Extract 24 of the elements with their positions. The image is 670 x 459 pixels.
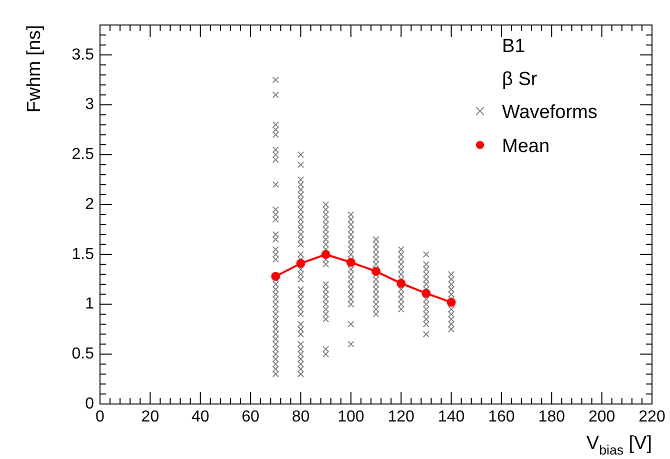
y-tick-label: 3 — [85, 96, 94, 114]
x-tick-label: 140 — [438, 408, 465, 426]
y-tick-label: 1 — [85, 296, 94, 313]
x-tick-label: 160 — [488, 408, 515, 426]
x-tick-label: 220 — [638, 408, 666, 426]
y-tick-label: 2 — [85, 196, 94, 213]
y-tick-label: 3.5 — [72, 46, 94, 64]
x-tick-label: 200 — [588, 408, 616, 426]
x-tick-label: 180 — [538, 408, 566, 426]
legend-label: Waveforms — [502, 102, 598, 123]
y-axis-title: Fwhm [ns] — [24, 25, 45, 113]
y-tick-label: 2.5 — [72, 146, 94, 164]
legend-label: Mean — [502, 136, 550, 157]
x-tick-label: 20 — [141, 408, 160, 426]
x-tick-label: 40 — [191, 408, 210, 426]
y-tick-label: 0 — [85, 395, 94, 412]
x-tick-label: 60 — [242, 408, 260, 426]
annotation: B1 — [502, 36, 526, 57]
x-tick-label: 80 — [292, 408, 310, 426]
annotation: β Sr — [502, 69, 538, 90]
x-tick-label: 100 — [338, 408, 364, 426]
x-tick-label: 120 — [388, 408, 415, 426]
y-tick-label: 1.5 — [72, 246, 94, 263]
y-tick-label: 0.5 — [72, 346, 94, 363]
